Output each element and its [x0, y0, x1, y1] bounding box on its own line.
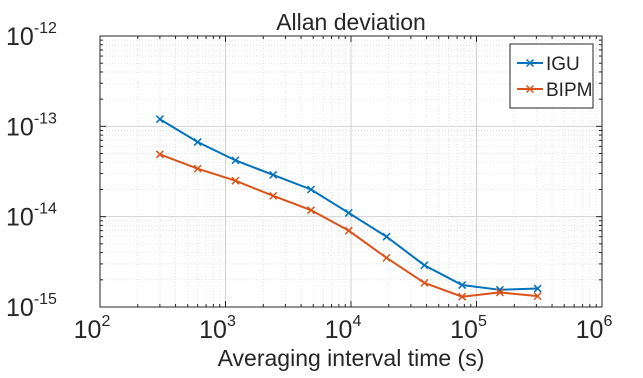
- data-point-igu: [458, 281, 467, 290]
- legend-entries: IGU BIPM: [517, 54, 592, 101]
- data-point-bipm: [231, 176, 240, 185]
- marker-stroke: [458, 281, 467, 290]
- y-tick-label: 10-14: [6, 201, 57, 232]
- tick-labels: 102 103 104 105 106 10-15 10-14 10-13 10-12: [6, 20, 612, 344]
- x-axis-label: Averaging interval time (s): [218, 345, 485, 371]
- marker-stroke: [533, 292, 542, 301]
- legend-entry-igu: IGU: [517, 54, 580, 75]
- marker-stroke: [382, 253, 391, 262]
- data-point-bipm: [382, 253, 391, 262]
- chart-title: Allan deviation: [276, 9, 426, 35]
- legend-marker: [525, 58, 535, 68]
- series-igu: [155, 115, 542, 294]
- data-point-bipm: [420, 278, 429, 287]
- legend-marker: [525, 84, 535, 94]
- y-tick-label: 10-13: [6, 110, 57, 141]
- y-tick-label: 10-12: [6, 20, 57, 51]
- data-point-igu: [193, 138, 202, 147]
- marker-stroke: [495, 288, 504, 297]
- data-point-bipm: [344, 226, 353, 235]
- marker-stroke: [306, 206, 316, 215]
- tick-marks: [100, 36, 602, 307]
- marker-stroke: [420, 278, 429, 287]
- data-point-igu: [533, 284, 542, 293]
- marker-stroke: [533, 284, 542, 293]
- x-tick-label: 105: [450, 313, 487, 344]
- x-tick-label: 104: [325, 313, 362, 344]
- marker-stroke: [155, 150, 164, 159]
- data-point-igu: [382, 232, 391, 241]
- series: [155, 115, 542, 301]
- y-tick-label: 10-15: [6, 291, 57, 322]
- marker-stroke: [382, 232, 391, 241]
- data-point-igu: [231, 156, 240, 165]
- legend-entry-bipm: BIPM: [517, 80, 592, 101]
- marker-stroke: [193, 138, 202, 147]
- data-point-bipm: [306, 206, 316, 215]
- legend-box: [509, 43, 594, 109]
- marker-stroke: [155, 115, 164, 124]
- data-point-igu: [420, 261, 429, 270]
- legend: IGU BIPM: [509, 43, 594, 109]
- marker-stroke: [458, 292, 467, 301]
- data-point-bipm: [458, 292, 467, 301]
- marker-stroke: [269, 191, 278, 200]
- data-point-bipm: [269, 191, 278, 200]
- data-point-bipm: [155, 150, 164, 159]
- x-tick-label: 106: [576, 313, 613, 344]
- data-point-igu: [269, 170, 278, 179]
- data-point-igu: [306, 185, 316, 194]
- x-tick-label: 102: [74, 313, 111, 344]
- data-point-bipm: [533, 292, 542, 301]
- marker-stroke: [231, 156, 240, 165]
- series-bipm: [155, 150, 542, 301]
- marker-stroke: [269, 170, 278, 179]
- x-tick-label: 103: [199, 313, 236, 344]
- data-point-bipm: [495, 288, 504, 297]
- marker-stroke: [306, 185, 316, 194]
- marker-stroke: [344, 208, 353, 217]
- marker-stroke: [420, 261, 429, 270]
- data-point-igu: [344, 208, 353, 217]
- marker-stroke: [344, 226, 353, 235]
- legend-label: BIPM: [546, 80, 592, 101]
- data-point-igu: [155, 115, 164, 124]
- grid: [100, 36, 602, 307]
- marker-stroke: [231, 176, 240, 185]
- marker-stroke: [193, 164, 202, 173]
- data-point-bipm: [193, 164, 202, 173]
- legend-label: IGU: [546, 54, 580, 75]
